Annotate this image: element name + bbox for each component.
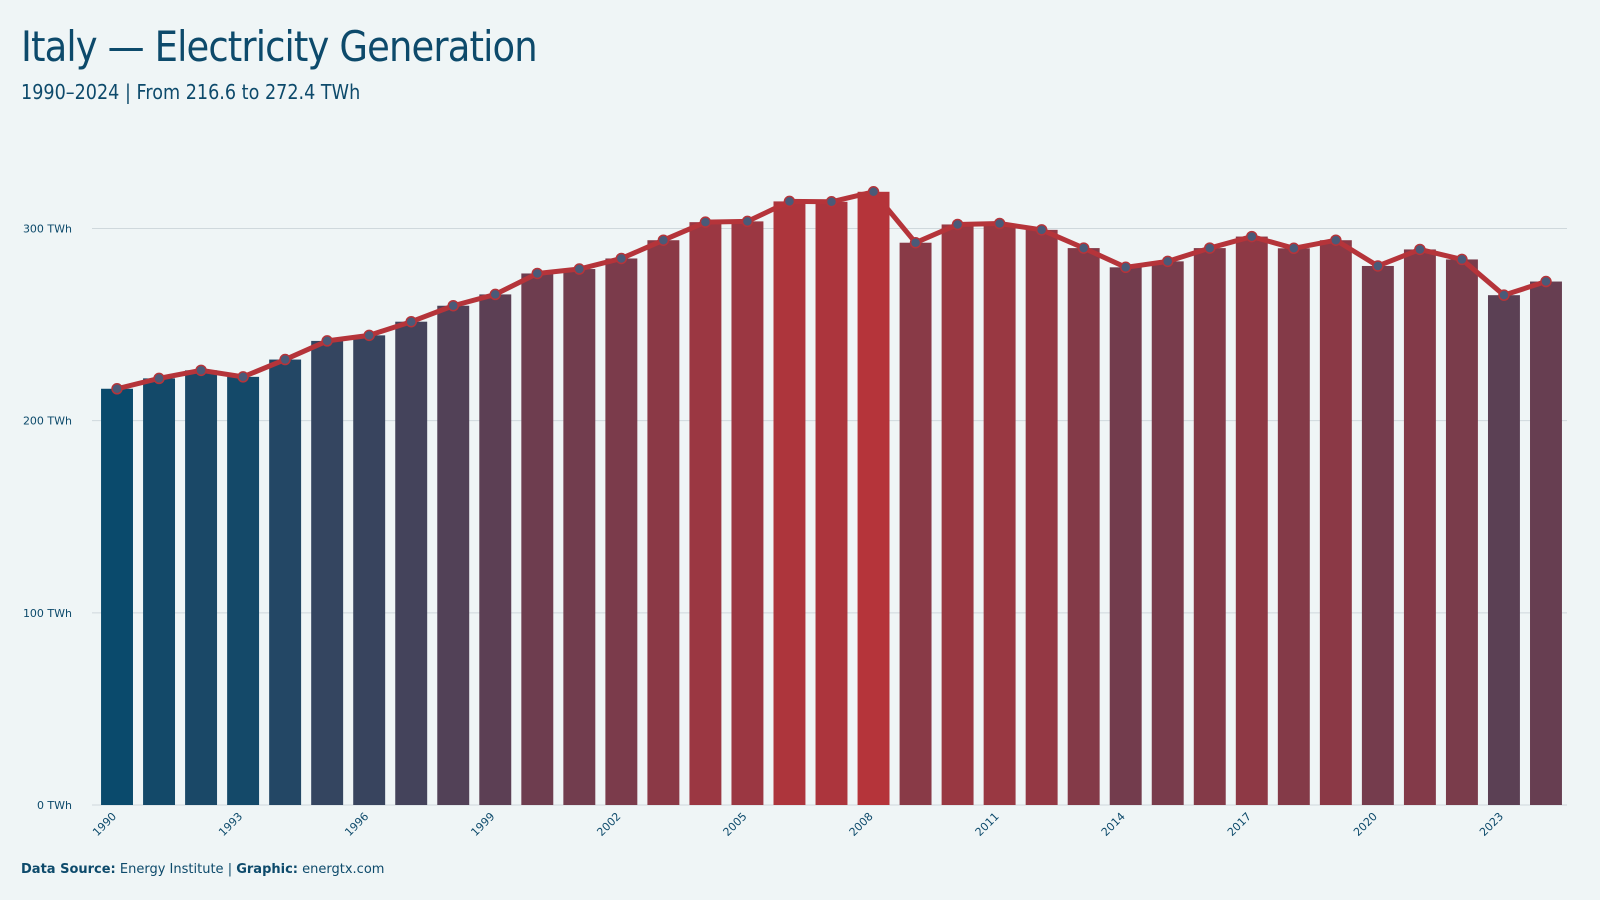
bar-1992 [185,370,218,805]
x-tick-label: 1990 [90,810,119,839]
footer-credits: Data Source: Energy Institute | Graphic:… [21,862,384,877]
point-2005 [741,215,754,228]
point-2001 [573,263,586,275]
x-tick-label: 2011 [973,810,1002,839]
bar-1996 [353,335,386,805]
point-2003 [657,234,670,246]
x-tick-label: 1996 [342,810,371,839]
point-1993 [237,371,249,383]
chart-subtitle: 1990–2024 | From 216.6 to 272.4 TWh [21,80,361,104]
point-2010 [951,218,964,231]
point-2009 [909,236,922,249]
bar-2017 [1235,236,1268,805]
bar-2014 [1109,267,1142,806]
point-2007 [825,196,838,208]
source-value: Energy Institute [119,862,224,877]
point-2023 [1498,289,1510,301]
bar-2022 [1445,259,1478,806]
point-2004 [699,216,712,228]
x-tick-label: 2008 [847,810,876,839]
bar-2004 [689,222,722,805]
bar-2021 [1403,249,1436,805]
source-label: Data Source: [21,862,116,877]
bar-1997 [395,321,428,805]
x-tick-label: 2014 [1099,810,1128,839]
point-2008 [867,186,880,198]
point-2019 [1330,234,1342,246]
bar-1990 [101,388,133,805]
x-tick-label: 2020 [1351,810,1380,839]
x-tick-label: 1999 [468,810,497,839]
bar-1993 [227,376,260,805]
point-1996 [363,329,375,342]
bar-2000 [521,273,554,806]
point-1998 [447,299,459,312]
point-1990 [111,383,123,395]
point-1997 [405,315,417,328]
bar-2002 [605,258,638,805]
point-2012 [1035,224,1048,236]
point-1999 [489,288,502,301]
bar-2024 [1530,281,1562,805]
bar-2023 [1487,295,1520,805]
bar-2001 [563,269,596,805]
bar-2016 [1193,248,1226,805]
point-1991 [153,372,165,385]
x-tick-label: 2017 [1225,810,1254,839]
graphic-label: Graphic: [236,862,298,877]
point-2011 [993,217,1006,230]
bar-2018 [1277,248,1310,805]
point-2013 [1077,242,1090,254]
graphic-value: energtx.com [302,862,385,877]
x-tick-label: 2005 [721,810,750,839]
bar-2008 [857,191,890,805]
bar-2003 [647,240,680,806]
point-1994 [279,353,291,366]
bar-1991 [143,378,176,805]
bar-2011 [983,223,1016,806]
bar-1994 [269,359,302,805]
point-2020 [1372,260,1384,272]
y-tick-label: 300 TWh [23,222,72,235]
point-2018 [1288,242,1300,255]
bar-2015 [1151,261,1184,805]
bar-1999 [479,294,512,805]
y-tick-label: 0 TWh [37,799,72,812]
point-1992 [195,364,207,377]
bar-2019 [1319,240,1352,806]
point-2000 [531,267,544,280]
bar-1998 [437,305,470,805]
bar-2006 [773,201,806,805]
point-2017 [1246,230,1258,243]
point-2022 [1456,253,1468,266]
footer-separator: | [227,862,233,877]
point-2015 [1161,255,1174,268]
x-tick-label: 2023 [1477,810,1506,839]
point-2021 [1414,243,1426,256]
bar-2009 [899,242,932,805]
bar-2013 [1067,248,1100,805]
y-tick-label: 100 TWh [23,607,72,620]
line-layer [111,186,1552,395]
point-2006 [783,195,796,208]
chart-title: Italy — Electricity Generation [21,22,538,71]
point-2002 [615,252,628,265]
x-tick-label: 1993 [216,810,245,839]
bar-2005 [731,221,764,805]
point-1995 [321,335,333,347]
bar-1995 [311,340,344,805]
bar-2020 [1361,265,1394,805]
point-2014 [1119,261,1132,274]
bar-2010 [941,224,974,805]
bar-layer [101,191,1562,806]
y-tick-label: 200 TWh [23,415,72,428]
bar-2012 [1025,229,1058,805]
x-tick-label: 2002 [594,810,623,839]
point-2016 [1204,242,1216,254]
point-2024 [1540,275,1552,288]
bar-2007 [815,201,848,805]
